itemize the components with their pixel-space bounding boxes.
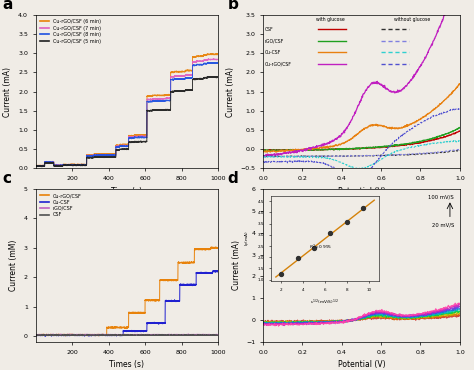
Y-axis label: Current (mA): Current (mA) (226, 67, 235, 117)
Text: Cu-rGO/CSF: Cu-rGO/CSF (265, 61, 292, 67)
X-axis label: Potential (V): Potential (V) (337, 360, 385, 369)
X-axis label: Potential (V): Potential (V) (337, 186, 385, 195)
Text: Cu-CSF: Cu-CSF (265, 50, 282, 55)
Text: a: a (3, 0, 13, 12)
Text: b: b (228, 0, 238, 12)
Text: 100 mV/S: 100 mV/S (428, 195, 454, 200)
Y-axis label: Current (mM): Current (mM) (9, 240, 18, 291)
Y-axis label: Current (mA): Current (mA) (232, 240, 241, 290)
Text: 20 mV/S: 20 mV/S (431, 222, 454, 228)
Text: c: c (3, 171, 12, 186)
Text: with glucose: with glucose (316, 17, 344, 22)
Legend: Cu-rGO/CSF (6 min), Cu-rGO/CSF (7 min), Cu-rGO/CSF (8 min), Cu-rGO/CSF (5 min): Cu-rGO/CSF (6 min), Cu-rGO/CSF (7 min), … (38, 17, 102, 46)
Text: without glucose: without glucose (394, 17, 431, 22)
Legend: Cu-rGO/CSF, Cu-CSF, rGO/CSF, CSF: Cu-rGO/CSF, Cu-CSF, rGO/CSF, CSF (38, 191, 83, 219)
Text: CSF: CSF (265, 27, 274, 32)
Text: rGO/CSF: rGO/CSF (265, 38, 284, 43)
Text: d: d (228, 171, 238, 186)
Y-axis label: Current (mA): Current (mA) (3, 67, 12, 117)
X-axis label: Time (s): Time (s) (111, 186, 142, 195)
X-axis label: Times (s): Times (s) (109, 360, 144, 369)
